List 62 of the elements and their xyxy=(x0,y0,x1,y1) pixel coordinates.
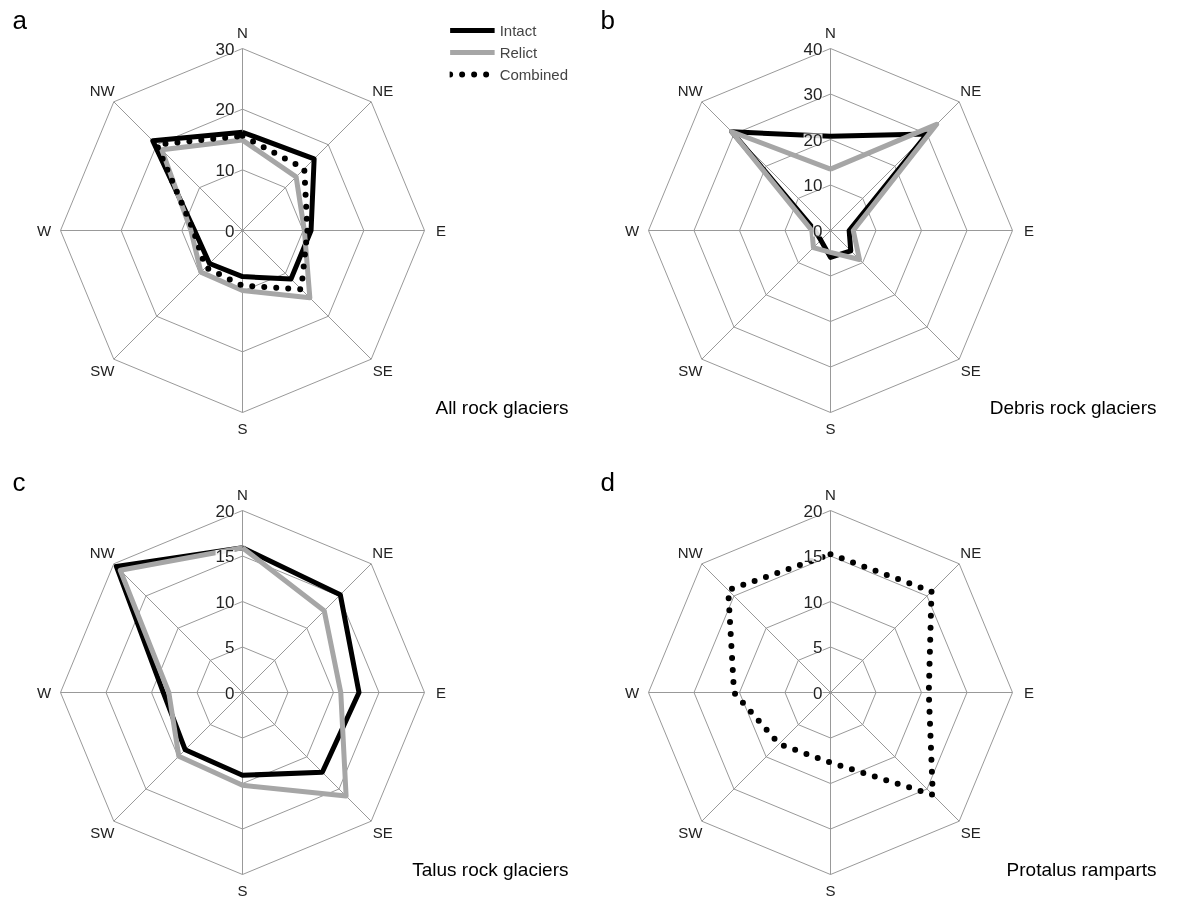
chart-title: d xyxy=(600,466,615,497)
spoke-label: W xyxy=(625,222,641,239)
spoke-label: S xyxy=(825,420,836,438)
y-tick-label: 10 xyxy=(215,592,235,612)
y-tick-label: 0 xyxy=(813,683,823,703)
y-tick-label: 10 xyxy=(803,592,823,612)
spoke-label: NW xyxy=(677,81,704,99)
y-tick-label: 30 xyxy=(803,85,823,104)
y-tick-label: 10 xyxy=(215,160,235,180)
spoke-label: SW xyxy=(90,824,116,842)
chart-title: b xyxy=(600,4,615,35)
spoke-label: NE xyxy=(372,81,394,99)
spoke-label: W xyxy=(37,222,53,239)
spoke-label: N xyxy=(825,485,836,503)
text: Debris rock glaciers xyxy=(989,396,1157,418)
chart-title: c xyxy=(12,466,26,497)
spoke-label: NE xyxy=(960,543,982,561)
spoke-label: SW xyxy=(90,362,116,380)
y-tick-label: 20 xyxy=(803,501,823,521)
spoke-label: NE xyxy=(372,543,394,561)
text: Talus rock glaciers xyxy=(412,858,569,880)
spoke-label: NW xyxy=(89,81,116,99)
spoke-label: S xyxy=(237,420,248,438)
y-tick-label: 40 xyxy=(803,39,823,59)
text: Protalus ramparts xyxy=(1006,858,1157,880)
chart-title: a xyxy=(12,4,28,35)
y-tick-label: 0 xyxy=(225,683,235,703)
y-tick-label: 0 xyxy=(225,221,235,241)
y-tick-label: 10 xyxy=(803,176,823,195)
spoke-label: SE xyxy=(372,362,393,380)
legend-label: Relict xyxy=(499,43,538,61)
spoke-label: NW xyxy=(89,543,116,561)
spoke-label: N xyxy=(825,23,836,41)
spoke-label: N xyxy=(237,485,248,503)
y-tick-label: 20 xyxy=(803,130,823,150)
spoke-label: NE xyxy=(960,81,982,99)
spoke-label: SE xyxy=(372,824,393,842)
spoke-label: E xyxy=(435,684,446,701)
y-tick-label: 30 xyxy=(215,39,235,59)
y-tick-label: 20 xyxy=(215,501,235,521)
legend-label: Combined xyxy=(499,65,568,83)
y-tick-label: 20 xyxy=(215,100,235,120)
y-tick-label: 5 xyxy=(225,638,235,657)
spoke-label: W xyxy=(625,684,641,701)
y-tick-label: 0 xyxy=(813,221,823,241)
spoke-label: SW xyxy=(678,362,704,380)
spoke-label: N xyxy=(237,23,248,41)
y-tick-label: 15 xyxy=(215,547,235,566)
spoke-label: S xyxy=(237,882,248,900)
spoke-label: SE xyxy=(960,362,981,380)
spoke-label: W xyxy=(37,684,53,701)
legend-label: Intact xyxy=(499,21,537,39)
text: All rock glaciers xyxy=(435,396,569,418)
spoke-label: E xyxy=(435,222,446,239)
spoke-label: SE xyxy=(960,824,981,842)
spoke-label: E xyxy=(1023,684,1034,701)
spoke-label: SW xyxy=(678,824,704,842)
spoke-label: NW xyxy=(677,543,704,561)
y-tick-label: 5 xyxy=(813,638,823,657)
spoke-label: S xyxy=(825,882,836,900)
spoke-label: E xyxy=(1023,222,1034,239)
y-tick-label: 15 xyxy=(803,547,823,566)
